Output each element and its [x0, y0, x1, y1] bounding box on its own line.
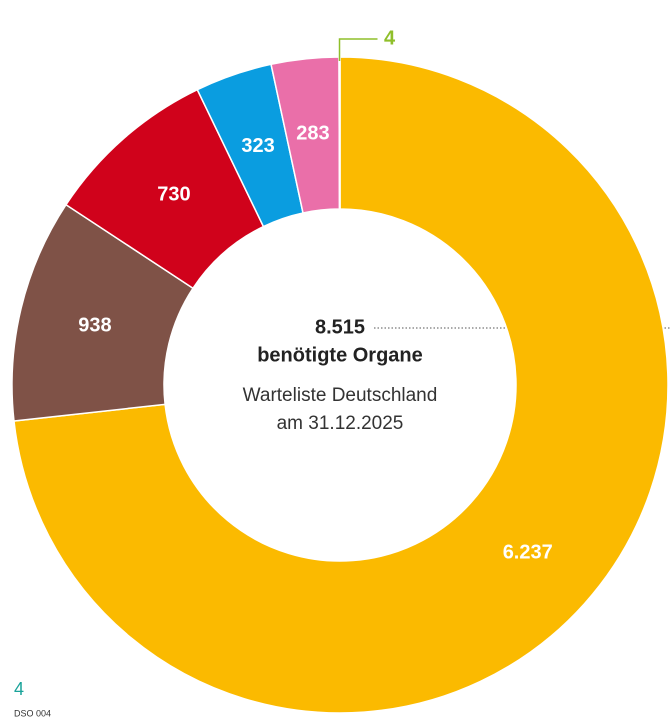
value-label: 323 — [241, 135, 274, 157]
source: DSO 004 — [14, 708, 51, 718]
value-label: 730 — [157, 184, 190, 206]
donut-segment — [13, 56, 669, 714]
center-total: 8.515 — [315, 316, 365, 338]
value-label: 283 — [296, 123, 329, 145]
center-subtitle: Warteliste Deutschland — [243, 385, 438, 406]
center-title: benötigte Organe — [257, 344, 423, 366]
value-label: 4 — [384, 27, 396, 49]
center-date: am 31.12.2025 — [277, 413, 404, 434]
value-label: 6.237 — [503, 541, 553, 563]
value-label: 938 — [78, 314, 111, 336]
footnote: 4 — [14, 679, 24, 699]
donut-segment — [338, 56, 341, 210]
leader-line — [338, 38, 378, 62]
